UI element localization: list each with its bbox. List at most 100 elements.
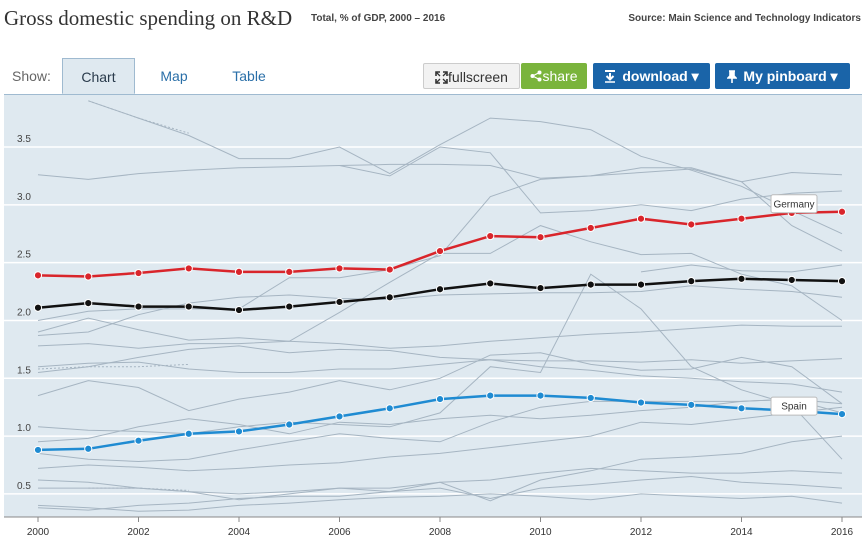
germany-data-point[interactable]: [737, 214, 746, 223]
average-data-point[interactable]: [33, 303, 43, 312]
background-series-line: [37, 167, 843, 321]
average-data-point[interactable]: [385, 293, 394, 302]
spain-data-point[interactable]: [435, 394, 445, 404]
background-series-line: [37, 406, 843, 472]
average-data-point[interactable]: [134, 302, 143, 311]
spain-data-point[interactable]: [33, 445, 43, 455]
x-tick-label: 2008: [429, 527, 452, 538]
germany-data-point[interactable]: [234, 267, 244, 276]
germany-data-point[interactable]: [486, 231, 495, 241]
show-label: Show:: [12, 68, 51, 84]
spain-data-point[interactable]: [84, 444, 93, 453]
average-data-point[interactable]: [737, 274, 746, 283]
line-chart: Germany Spain 0.5 1.0 1.5 2.0 2.5 3.0 3.5 2000 20…: [4, 95, 862, 538]
average-data-point[interactable]: [687, 277, 696, 286]
germany-data-point[interactable]: [33, 271, 43, 280]
germany-data-point[interactable]: [687, 220, 696, 229]
germany-data-point[interactable]: [586, 223, 595, 233]
tab-table-label: Table: [232, 68, 266, 84]
background-series-line: [37, 273, 843, 460]
spain-series-label: Spain: [781, 402, 807, 413]
background-series-line: [37, 475, 843, 511]
background-series-line: [37, 358, 843, 373]
fullscreen-button[interactable]: fullscreen: [423, 63, 520, 89]
germany-data-point[interactable]: [837, 207, 847, 216]
x-tick-label: 2016: [831, 527, 854, 538]
background-series-line: [88, 487, 189, 491]
spain-data-point[interactable]: [184, 429, 193, 438]
x-tick-label: 2006: [328, 527, 351, 538]
tab-chart[interactable]: Chart: [62, 58, 135, 94]
spain-data-point[interactable]: [134, 436, 143, 445]
background-series-line: [38, 467, 843, 501]
average-data-point[interactable]: [787, 275, 796, 285]
expand-icon: [435, 71, 448, 84]
spain-data-point[interactable]: [335, 412, 344, 421]
germany-data-point[interactable]: [335, 264, 344, 273]
highlighted-series: Germany Spain: [33, 194, 847, 455]
spain-data-point[interactable]: [285, 420, 294, 429]
average-data-point[interactable]: [234, 305, 244, 315]
germany-data-point[interactable]: [84, 272, 93, 281]
tab-table[interactable]: Table: [216, 58, 282, 94]
germany-data-point[interactable]: [184, 264, 193, 273]
spain-data-point[interactable]: [234, 427, 244, 436]
toolbar: Show: Chart Map Table fullscreen share d…: [4, 58, 862, 95]
spain-data-point[interactable]: [737, 404, 746, 413]
average-data-point[interactable]: [636, 280, 646, 289]
average-data-point[interactable]: [184, 302, 193, 311]
tab-chart-label: Chart: [81, 69, 116, 85]
spain-data-point[interactable]: [486, 391, 495, 400]
average-data-point[interactable]: [837, 277, 847, 286]
x-tick-label: 2010: [529, 527, 552, 538]
spain-data-point[interactable]: [687, 400, 696, 409]
background-series-line: [37, 345, 843, 393]
download-label: download ▾: [622, 68, 699, 84]
spain-data-point[interactable]: [837, 410, 847, 419]
average-data-point[interactable]: [435, 285, 445, 294]
background-series-line: [37, 493, 843, 512]
header: Gross domestic spending on R&D Total, % …: [0, 0, 867, 40]
germany-data-point[interactable]: [536, 233, 545, 242]
chart-subtitle: Total, % of GDP, 2000 – 2016: [311, 13, 446, 24]
germany-data-point[interactable]: [285, 267, 294, 276]
tab-map[interactable]: Map: [144, 58, 204, 94]
y-tick-label: 0.5: [17, 481, 31, 492]
background-series-line: [37, 163, 843, 183]
spain-data-point[interactable]: [385, 404, 394, 413]
germany-data-point[interactable]: [134, 268, 143, 278]
share-icon: [530, 70, 542, 82]
source-note: Source: Main Science and Technology Indi…: [628, 13, 861, 24]
tab-map-label: Map: [160, 68, 188, 84]
download-icon: [605, 70, 616, 83]
y-tick-label: 2.0: [17, 307, 31, 318]
germany-data-point[interactable]: [435, 246, 445, 256]
background-series-line: [37, 324, 842, 349]
spain-data-point[interactable]: [636, 398, 646, 407]
x-tick-label: 2002: [127, 527, 150, 538]
average-data-point[interactable]: [486, 279, 495, 288]
average-data-point[interactable]: [335, 297, 344, 307]
background-series-line: [37, 352, 843, 412]
average-data-point[interactable]: [536, 283, 545, 293]
y-tick-label: 2.5: [17, 250, 31, 261]
average-data-point[interactable]: [285, 302, 294, 311]
share-label: share: [542, 68, 578, 84]
pin-icon: [726, 70, 739, 83]
y-tick-label: 3.0: [17, 192, 31, 203]
germany-data-point[interactable]: [385, 265, 394, 274]
grid: [4, 146, 862, 495]
average-data-point[interactable]: [586, 280, 595, 289]
germany-series-label: Germany: [773, 199, 814, 210]
pinboard-button[interactable]: My pinboard ▾: [715, 63, 850, 89]
share-button[interactable]: share: [521, 63, 587, 89]
germany-data-point[interactable]: [636, 214, 646, 223]
x-tick-label: 2012: [630, 527, 653, 538]
download-button[interactable]: download ▾: [593, 63, 710, 89]
background-series-line: [88, 100, 189, 134]
spain-data-point[interactable]: [536, 391, 545, 400]
spain-label-box: [770, 396, 818, 416]
average-data-point[interactable]: [84, 299, 93, 308]
germany-label-box: [770, 194, 818, 214]
spain-data-point[interactable]: [586, 393, 595, 403]
